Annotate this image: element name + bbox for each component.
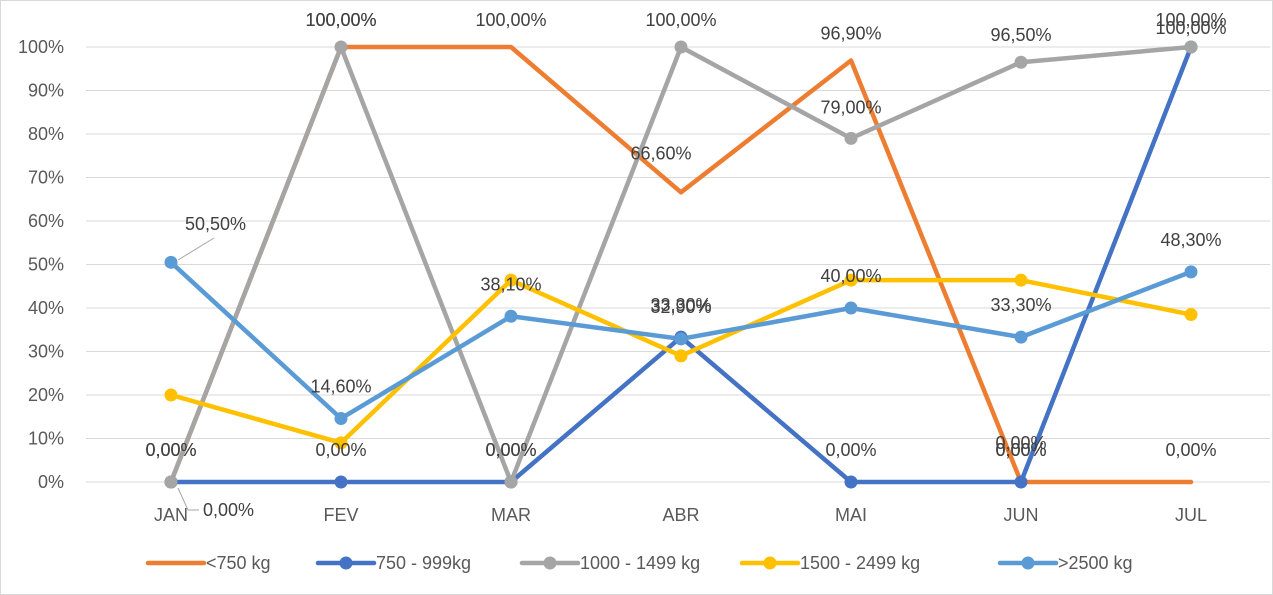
- data-label: 14,60%: [310, 376, 371, 396]
- y-tick-label: 30%: [28, 342, 64, 362]
- series-point: [844, 131, 858, 145]
- x-axis-ticks: JAN FEV MAR ABR MAI JUN JUL: [154, 505, 1207, 525]
- x-tick-label: MAI: [835, 505, 867, 525]
- y-tick-label: 100%: [18, 37, 64, 57]
- data-label: 100,00%: [475, 10, 546, 30]
- data-label: 100,00%: [305, 10, 376, 30]
- data-label: 100,00%: [305, 10, 376, 30]
- gridlines: [86, 46, 1270, 483]
- series-point: [334, 436, 348, 450]
- series-point: [504, 309, 518, 323]
- y-tick-label: 40%: [28, 298, 64, 318]
- label-leader: [177, 487, 199, 511]
- series-point: [844, 273, 858, 287]
- y-tick-label: 60%: [28, 211, 64, 231]
- data-label: 38,10%: [480, 274, 541, 294]
- data-label: 0,00%: [995, 440, 1046, 460]
- series-point: [1014, 475, 1028, 489]
- data-label: 0,00%: [145, 440, 196, 460]
- data-label: 100,00%: [645, 10, 716, 30]
- data-label: 100,00%: [1155, 10, 1226, 30]
- legend-label: 750 - 999kg: [376, 553, 471, 573]
- y-tick-label: 80%: [28, 124, 64, 144]
- series-markers: [164, 40, 1198, 489]
- legend-label: <750 kg: [206, 553, 271, 573]
- y-tick-label: 50%: [28, 255, 64, 275]
- data-label: 48,30%: [1160, 230, 1221, 250]
- x-tick-label: JUN: [1004, 505, 1039, 525]
- data-label: 0,00%: [145, 440, 196, 460]
- series-point: [674, 349, 688, 363]
- series-point: [164, 388, 178, 402]
- series-point: [164, 255, 178, 269]
- y-tick-label: 70%: [28, 168, 64, 188]
- data-labels: 100,00% 100,00%66,60%96,90%0,00%0,00% 0,00…: [145, 10, 1226, 520]
- data-label: 32,90%: [650, 297, 711, 317]
- legend: <750 kg 750 - 999kg 1000 - 1499 kg 1500 - 2…: [145, 553, 1133, 573]
- series-point: [674, 40, 688, 54]
- legend-swatch-marker: [543, 556, 557, 570]
- series-point: [1014, 330, 1028, 344]
- series-point: [1184, 265, 1198, 279]
- y-tick-label: 90%: [28, 81, 64, 101]
- series-point: [844, 475, 858, 489]
- series-point: [1184, 308, 1198, 322]
- data-label: 50,50%: [185, 214, 246, 234]
- legend-label: 1500 - 2499 kg: [800, 553, 920, 573]
- data-label: 0,00%: [203, 500, 254, 520]
- legend-swatch-marker: [763, 556, 777, 570]
- data-label: 40,00%: [820, 266, 881, 286]
- legend-swatch-marker: [339, 556, 353, 570]
- legend-swatch-marker: [1021, 556, 1035, 570]
- label-leader: [177, 237, 215, 261]
- data-label: 33,30%: [990, 295, 1051, 315]
- y-tick-label: 20%: [28, 385, 64, 405]
- data-label: 0,00%: [485, 440, 536, 460]
- series-point: [1014, 55, 1028, 69]
- y-tick-label: 10%: [28, 429, 64, 449]
- data-label: 96,50%: [990, 25, 1051, 45]
- y-tick-label: 0%: [38, 472, 64, 492]
- x-tick-label: FEV: [323, 505, 358, 525]
- data-label: 66,60%: [630, 143, 691, 163]
- data-label: 0,00%: [1165, 440, 1216, 460]
- x-tick-label: MAR: [491, 505, 531, 525]
- data-label: 79,00%: [820, 97, 881, 117]
- data-label: 0,00%: [315, 440, 366, 460]
- x-tick-label: ABR: [662, 505, 699, 525]
- legend-label: 1000 - 1499 kg: [580, 553, 700, 573]
- data-label: 0,00%: [995, 433, 1046, 453]
- data-label: 33,30%: [650, 295, 711, 315]
- series-point: [334, 40, 348, 54]
- data-label: 96,90%: [820, 23, 881, 43]
- data-label: 0,00%: [485, 440, 536, 460]
- series-point: [674, 332, 688, 346]
- x-tick-label: JUL: [1175, 505, 1207, 525]
- series-point: [1184, 40, 1198, 54]
- series-point: [1014, 273, 1028, 287]
- legend-label: >2500 kg: [1058, 553, 1133, 573]
- data-label: 0,00%: [825, 440, 876, 460]
- series-point: [164, 475, 178, 489]
- x-tick-label: JAN: [154, 505, 188, 525]
- series-point: [504, 273, 518, 287]
- series-point: [334, 475, 348, 489]
- y-axis-ticks: 0% 10% 20% 30% 40% 50% 60% 70% 80% 90% 100%: [18, 37, 64, 492]
- series-point: [334, 411, 348, 425]
- data-label: 100,00%: [1155, 18, 1226, 38]
- series-point: [844, 301, 858, 315]
- series-point: [504, 475, 518, 489]
- data-label: 0,00%: [995, 440, 1046, 460]
